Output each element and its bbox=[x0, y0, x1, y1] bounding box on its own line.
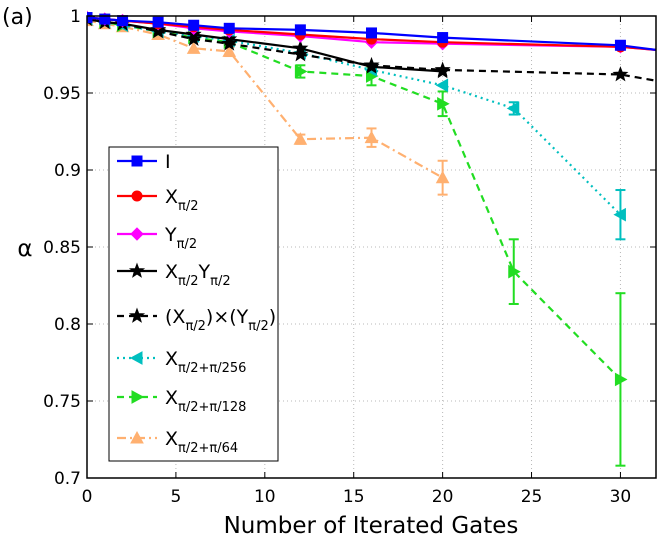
data-point bbox=[434, 62, 451, 79]
data-point bbox=[294, 24, 306, 36]
series-line bbox=[87, 19, 444, 179]
data-point bbox=[363, 58, 380, 74]
data-point bbox=[188, 19, 200, 31]
legend-label: Xπ/2 bbox=[165, 186, 199, 214]
legend: IXπ/2Yπ/2Xπ/2Yπ/2(Xπ/2)×(Yπ/2)Xπ/2+π/256… bbox=[108, 146, 279, 462]
data-point bbox=[435, 170, 450, 184]
x-tick-label: 25 bbox=[521, 487, 543, 507]
legend-item-Y_pi_2: Yπ/2 bbox=[117, 224, 197, 252]
data-point bbox=[128, 262, 146, 278]
data-point bbox=[130, 430, 144, 444]
series-I bbox=[87, 12, 656, 51]
legend-item-X64: Xπ/2+π/64 bbox=[117, 428, 238, 456]
x-tick-label: 30 bbox=[610, 487, 632, 507]
y-tick-label: 0.85 bbox=[43, 238, 81, 258]
data-point bbox=[292, 46, 309, 62]
data-point bbox=[99, 13, 111, 25]
ticks: 0 5 10 15 20 25 30 0.7 0.75 0.8 0.85 0.9 0.95 1 bbox=[43, 7, 656, 507]
x-tick-label: 5 bbox=[170, 487, 181, 507]
data-point bbox=[366, 27, 377, 39]
data-point bbox=[508, 264, 521, 279]
y-tick-label: 0.95 bbox=[43, 84, 81, 104]
data-point bbox=[152, 16, 164, 28]
data-point bbox=[130, 227, 144, 241]
data-point bbox=[614, 372, 628, 387]
data-point bbox=[117, 15, 129, 27]
legend-label: I bbox=[165, 151, 171, 173]
legend-item-XY: Xπ/2Yπ/2 bbox=[117, 261, 231, 289]
data-point bbox=[87, 12, 93, 24]
data-point bbox=[613, 207, 626, 222]
legend-item-XxY: (Xπ/2)×(Yπ/2) bbox=[117, 306, 276, 334]
legend-label: Yπ/2 bbox=[164, 224, 197, 252]
y-tick-label: 1 bbox=[70, 7, 81, 27]
data-point bbox=[186, 41, 201, 54]
data-point bbox=[131, 190, 143, 202]
x-axis-title: Number of Iterated Gates bbox=[224, 513, 519, 539]
data-point bbox=[222, 44, 237, 57]
data-point bbox=[131, 155, 143, 167]
y-tick-label: 0.9 bbox=[54, 161, 81, 181]
legend-label: Xπ/2+π/256 bbox=[165, 348, 246, 376]
data-point bbox=[435, 78, 449, 93]
y-tick-label: 0.75 bbox=[43, 392, 81, 412]
data-point bbox=[223, 22, 235, 34]
legend-item-X256: Xπ/2+π/256 bbox=[117, 348, 246, 376]
legend-item-I: I bbox=[117, 151, 171, 173]
data-point bbox=[128, 307, 146, 323]
legend-label: Xπ/2+π/128 bbox=[165, 387, 246, 415]
data-point bbox=[292, 39, 309, 56]
data-point bbox=[506, 101, 520, 116]
data-point bbox=[185, 30, 202, 46]
y-tick-label: 0.7 bbox=[54, 469, 81, 489]
data-point bbox=[437, 32, 449, 44]
legend-label: Xπ/2+π/64 bbox=[165, 428, 238, 456]
legend-label: Xπ/2Yπ/2 bbox=[165, 261, 231, 289]
data-point bbox=[364, 130, 379, 144]
data-point bbox=[131, 390, 145, 404]
panel-label: (a) bbox=[2, 5, 33, 30]
data-point bbox=[129, 351, 143, 365]
data-point bbox=[293, 132, 308, 145]
data-point bbox=[614, 39, 626, 51]
data-point bbox=[612, 66, 629, 82]
legend-item-X_pi_2: Xπ/2 bbox=[117, 186, 199, 214]
data-point bbox=[294, 64, 308, 79]
data-point bbox=[437, 96, 450, 111]
legend-item-X128: Xπ/2+π/128 bbox=[117, 387, 246, 415]
x-tick-label: 15 bbox=[343, 487, 365, 507]
data-point bbox=[221, 30, 238, 47]
y-tick-label: 0.8 bbox=[54, 315, 81, 335]
y-axis-title: α bbox=[17, 236, 32, 262]
series-line bbox=[87, 18, 443, 73]
x-tick-label: 0 bbox=[82, 487, 93, 507]
x-tick-label: 10 bbox=[254, 487, 276, 507]
legend-label: (Xπ/2)×(Yπ/2) bbox=[165, 306, 276, 334]
series-layer bbox=[87, 10, 656, 467]
x-tick-label: 20 bbox=[432, 487, 454, 507]
data-point bbox=[221, 35, 238, 51]
